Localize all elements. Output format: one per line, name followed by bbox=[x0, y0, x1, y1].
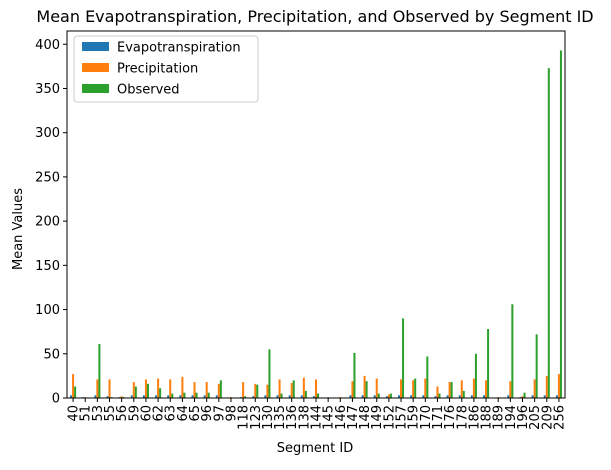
bar-observed-256 bbox=[560, 50, 562, 398]
y-tick-label-100: 100 bbox=[35, 303, 60, 318]
bar-precipitation-149 bbox=[376, 379, 378, 398]
bar-precipitation-64 bbox=[181, 377, 183, 398]
x-axis-label: Segment ID bbox=[277, 441, 353, 456]
bar-precipitation-194 bbox=[509, 381, 511, 398]
bar-precipitation-188 bbox=[485, 380, 487, 398]
bar-observed-147 bbox=[353, 353, 355, 398]
y-axis-label: Mean Values bbox=[11, 188, 26, 270]
bar-precipitation-171 bbox=[436, 387, 438, 399]
bar-observed-123 bbox=[256, 385, 258, 398]
bar-observed-59 bbox=[135, 387, 137, 399]
bar-precipitation-159 bbox=[412, 380, 414, 398]
bar-precipitation-176 bbox=[449, 382, 451, 398]
bar-precipitation-96 bbox=[206, 382, 208, 398]
bar-observed-171 bbox=[438, 394, 440, 398]
bar-precipitation-40 bbox=[72, 374, 74, 398]
legend-label-observed: Observed bbox=[117, 83, 180, 98]
bar-precipitation-130 bbox=[266, 385, 268, 398]
bar-observed-64 bbox=[183, 393, 185, 398]
legend-swatch-observed bbox=[82, 84, 109, 93]
bar-observed-130 bbox=[268, 349, 270, 398]
bar-observed-178 bbox=[463, 391, 465, 398]
bar-precipitation-152 bbox=[388, 394, 390, 398]
y-tick-label-350: 350 bbox=[35, 82, 60, 97]
bar-precipitation-123 bbox=[254, 384, 256, 398]
y-tick-label-50: 50 bbox=[43, 347, 60, 362]
bar-precipitation-147 bbox=[351, 381, 353, 398]
y-tick-label-250: 250 bbox=[35, 170, 60, 185]
bar-precipitation-55 bbox=[109, 379, 111, 398]
bar-precipitation-178 bbox=[461, 380, 463, 398]
bar-precipitation-63 bbox=[169, 379, 171, 398]
bar-observed-188 bbox=[487, 329, 489, 398]
bar-precipitation-59 bbox=[133, 382, 135, 398]
bar-precipitation-53 bbox=[96, 379, 98, 398]
bar-precipitation-62 bbox=[157, 379, 159, 398]
bar-observed-138 bbox=[305, 391, 307, 398]
bar-observed-170 bbox=[426, 356, 428, 398]
bar-precipitation-157 bbox=[400, 379, 402, 398]
bar-observed-63 bbox=[171, 394, 173, 398]
bar-observed-205 bbox=[536, 334, 538, 398]
y-tick-label-150: 150 bbox=[35, 259, 60, 274]
bar-observed-196 bbox=[524, 393, 526, 398]
legend-swatch-evapotranspiration bbox=[82, 42, 109, 51]
bar-observed-152 bbox=[390, 394, 392, 398]
bar-precipitation-256 bbox=[558, 374, 560, 398]
bar-precipitation-138 bbox=[303, 378, 305, 398]
bar-observed-176 bbox=[451, 382, 453, 398]
bar-precipitation-65 bbox=[194, 382, 196, 398]
bar-precipitation-144 bbox=[315, 379, 317, 398]
legend-label-evapotranspiration: Evapotranspiration bbox=[117, 41, 241, 56]
bar-precipitation-209 bbox=[546, 376, 548, 398]
y-tick-label-0: 0 bbox=[52, 392, 60, 407]
bar-precipitation-136 bbox=[291, 383, 293, 398]
bar-observed-209 bbox=[548, 68, 550, 398]
bar-observed-157 bbox=[402, 318, 404, 398]
bar-precipitation-205 bbox=[534, 379, 536, 398]
bar-precipitation-148 bbox=[364, 376, 366, 398]
chart-title: Mean Evapotranspiration, Precipitation, … bbox=[36, 7, 593, 26]
legend: Evapotranspiration Precipitation Observed bbox=[74, 36, 258, 102]
bar-observed-96 bbox=[208, 393, 210, 398]
bar-precipitation-97 bbox=[218, 384, 220, 398]
bar-observed-159 bbox=[414, 379, 416, 398]
bar-observed-60 bbox=[147, 384, 149, 398]
bar-observed-97 bbox=[220, 380, 222, 398]
bar-observed-135 bbox=[281, 394, 283, 398]
bar-observed-65 bbox=[196, 393, 198, 398]
bar-observed-53 bbox=[98, 344, 100, 398]
bar-observed-62 bbox=[159, 388, 161, 398]
bar-precipitation-118 bbox=[242, 382, 244, 398]
bar-observed-186 bbox=[475, 354, 477, 398]
bar-observed-194 bbox=[511, 304, 513, 398]
bar-observed-136 bbox=[293, 380, 295, 398]
bar-precipitation-135 bbox=[279, 379, 281, 398]
y-tick-label-300: 300 bbox=[35, 126, 60, 141]
bar-observed-148 bbox=[366, 381, 368, 398]
x-tick-label-256: 256 bbox=[552, 405, 567, 430]
y-tick-label-200: 200 bbox=[35, 215, 60, 230]
y-tick-label-400: 400 bbox=[35, 38, 60, 53]
bar-precipitation-186 bbox=[473, 379, 475, 398]
bar-precipitation-170 bbox=[424, 379, 426, 398]
bar-observed-149 bbox=[378, 394, 380, 398]
legend-label-precipitation: Precipitation bbox=[117, 62, 198, 77]
bar-precipitation-60 bbox=[145, 379, 147, 398]
bar-observed-40 bbox=[74, 387, 76, 399]
legend-swatch-precipitation bbox=[82, 63, 109, 72]
bar-observed-144 bbox=[317, 394, 319, 398]
